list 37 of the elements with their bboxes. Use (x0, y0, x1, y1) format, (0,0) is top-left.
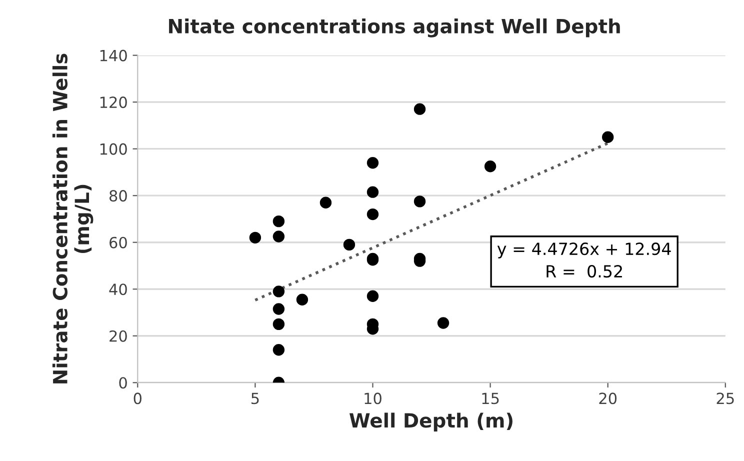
x-tick-label: 15 (482, 392, 499, 404)
y-tick-label: 20 (110, 330, 127, 342)
x-tick-label: 20 (599, 392, 617, 404)
point (272, 286, 285, 298)
y-axis-title: Nitrate Concentration in Wells (mg/L) (52, 54, 94, 384)
point (366, 290, 379, 302)
annotation: y = 4.4726x + 12.94 R = 0.52 (497, 242, 671, 278)
point (249, 232, 262, 244)
y-tick-label: 100 (100, 143, 127, 155)
x-tick-label: 10 (364, 392, 382, 404)
point (414, 103, 426, 115)
x-tick-label: 25 (716, 392, 734, 404)
point (484, 160, 496, 172)
point (272, 303, 285, 315)
x-tick-label: 5 (252, 392, 259, 404)
point (366, 186, 379, 198)
point (272, 318, 285, 330)
point (296, 294, 308, 306)
point (437, 317, 450, 329)
point (272, 344, 285, 356)
y-tick-label: 140 (100, 50, 127, 62)
point (414, 196, 426, 208)
point (602, 131, 614, 143)
x-axis-title: Well Depth (m) (349, 412, 512, 432)
point (366, 208, 379, 220)
point (343, 238, 356, 251)
y-tick-label: 80 (110, 190, 127, 202)
y-tick-label: 120 (100, 96, 127, 108)
y-tick-label: 60 (110, 236, 127, 248)
point (320, 196, 332, 208)
point (272, 215, 285, 228)
y-tick-label: 40 (109, 284, 127, 296)
point (366, 157, 379, 169)
y-tick-label: 0 (119, 377, 127, 389)
x-tick-label: 0 (134, 392, 142, 404)
point (272, 230, 285, 242)
chart-title: Nitate concentrations against Well Depth (169, 18, 620, 38)
